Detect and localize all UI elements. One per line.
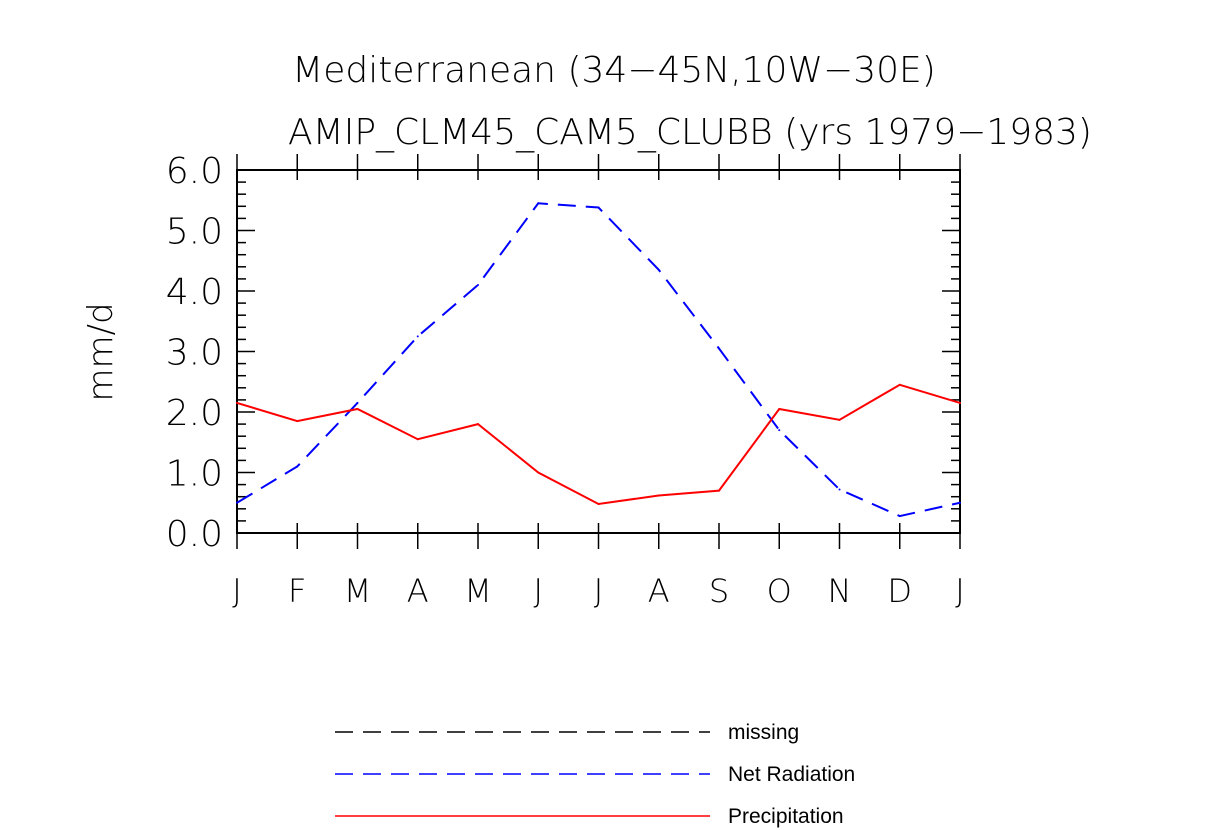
x-tick-label: J bbox=[955, 572, 964, 610]
data-point bbox=[838, 418, 841, 421]
legend: missing Net Radiation Precipitation bbox=[335, 721, 855, 828]
y-tick-label: 4.0 bbox=[166, 272, 223, 313]
y-tick-label: 1.0 bbox=[166, 454, 223, 495]
data-point bbox=[477, 423, 479, 426]
data-point bbox=[236, 501, 238, 504]
y-tick-label: 3.0 bbox=[166, 333, 223, 374]
data-point bbox=[416, 335, 419, 338]
data-point bbox=[778, 429, 781, 432]
data-point bbox=[898, 515, 901, 518]
data-point bbox=[356, 401, 359, 404]
x-tick-label: F bbox=[288, 572, 306, 610]
y-tick-label: 6.0 bbox=[166, 151, 223, 192]
data-point bbox=[838, 488, 841, 491]
x-tick-label: J bbox=[534, 572, 543, 610]
data-point bbox=[537, 202, 540, 205]
x-tick-label: N bbox=[828, 572, 852, 610]
series-line-1 bbox=[236, 202, 961, 518]
x-tick-label: S bbox=[709, 572, 729, 610]
x-tick-label: J bbox=[594, 572, 603, 610]
data-point bbox=[657, 494, 660, 497]
data-point bbox=[356, 407, 359, 410]
x-tick-label: A bbox=[648, 572, 670, 610]
x-tick-label: M bbox=[344, 572, 372, 610]
y-tick-label: 5.0 bbox=[166, 212, 223, 253]
plot-area: 0.01.02.03.04.05.06.0J F M A M J J A S O N D J bbox=[166, 151, 965, 610]
chart-subtitle: AMIP_CLM45_CAM5_CLUBB (yrs 1979−1983) bbox=[288, 112, 1092, 153]
data-point bbox=[296, 465, 299, 468]
y-tick-label: 2.0 bbox=[166, 393, 223, 434]
x-tick-label: J bbox=[232, 572, 241, 610]
legend-label: Net Radiation bbox=[728, 763, 855, 786]
data-point bbox=[597, 206, 600, 209]
data-point bbox=[657, 268, 660, 271]
plot-frame bbox=[236, 169, 961, 534]
data-point bbox=[296, 420, 299, 423]
legend-label: Precipitation bbox=[728, 805, 844, 828]
data-point bbox=[718, 489, 720, 492]
data-point bbox=[718, 347, 720, 350]
series-line-2 bbox=[236, 383, 961, 505]
data-point bbox=[778, 407, 781, 410]
data-point bbox=[597, 502, 600, 505]
legend-label: missing bbox=[728, 721, 799, 744]
data-point bbox=[416, 438, 419, 441]
x-tick-label: M bbox=[464, 572, 492, 610]
data-point bbox=[898, 383, 901, 386]
data-point bbox=[236, 401, 238, 404]
y-tick-label: 0.0 bbox=[166, 514, 223, 555]
data-point bbox=[537, 471, 540, 474]
y-axis-label: mm/d bbox=[81, 302, 121, 401]
data-point bbox=[959, 501, 961, 504]
x-tick-label: O bbox=[767, 572, 792, 610]
x-tick-label: D bbox=[887, 572, 912, 610]
chart-title: Mediterranean (34−45N,10W−30E) bbox=[292, 50, 936, 91]
data-point bbox=[959, 401, 961, 404]
x-tick-label: A bbox=[407, 572, 429, 610]
data-point bbox=[477, 283, 479, 286]
